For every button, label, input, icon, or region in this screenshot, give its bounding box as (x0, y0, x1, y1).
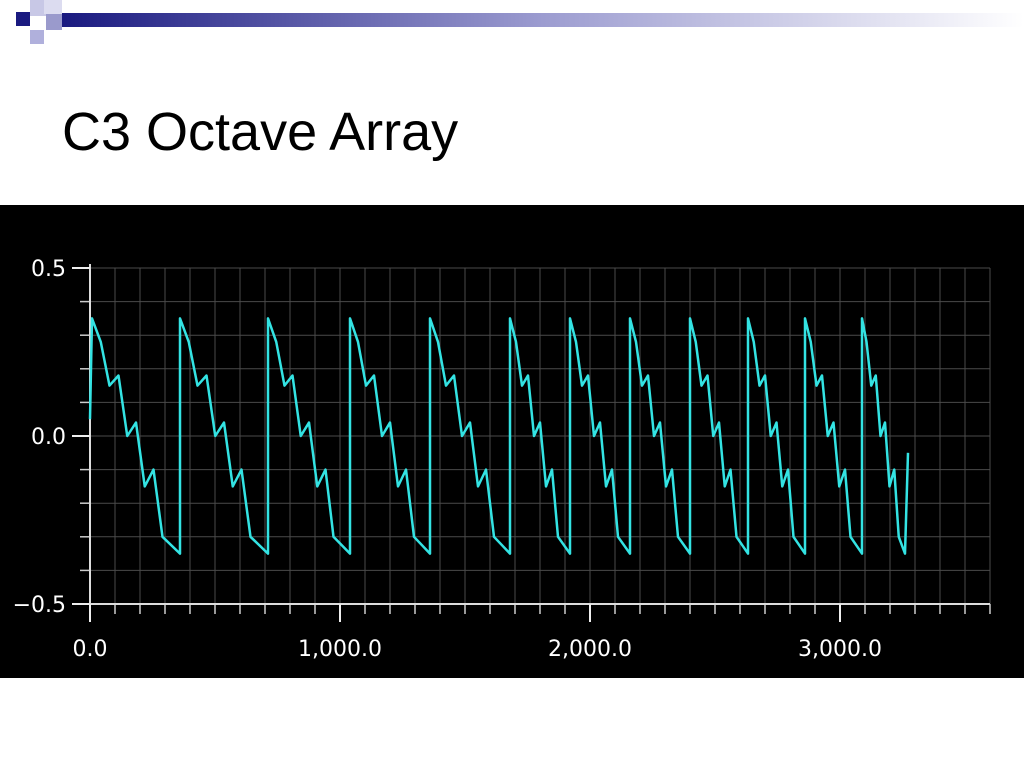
waveform-line (88, 317, 910, 555)
x-tick-label: 2,000.0 (548, 637, 632, 662)
decor-square (16, 12, 30, 26)
header-bar (62, 13, 1024, 27)
chart-background (0, 205, 1024, 678)
decor-square (44, 0, 62, 14)
y-tick-label: 0.0 (31, 425, 66, 450)
y-tick-label: −0.5 (13, 593, 66, 618)
decor-square (30, 30, 44, 44)
slide-title: C3 Octave Array (62, 102, 458, 162)
decor-square (30, 0, 46, 16)
decor-square (46, 14, 62, 30)
x-tick-label: 0.0 (73, 637, 108, 662)
x-tick-label: 1,000.0 (298, 637, 382, 662)
x-tick-label: 3,000.0 (798, 637, 882, 662)
y-tick-label: 0.5 (31, 257, 66, 282)
